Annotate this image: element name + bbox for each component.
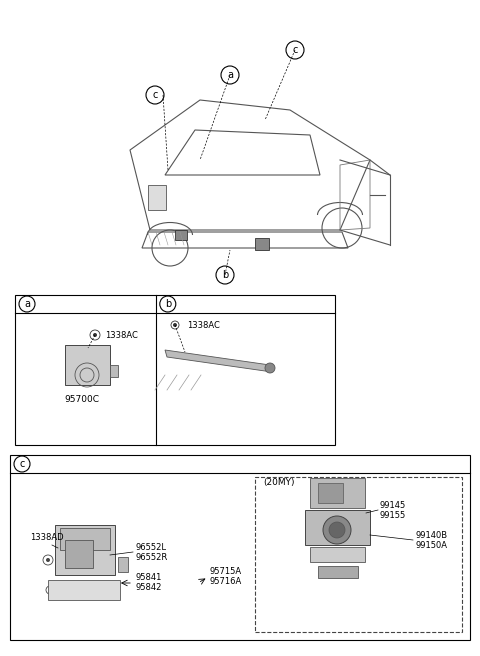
Text: b: b: [222, 270, 228, 280]
Bar: [10, 455, 470, 640]
Text: 1338AC: 1338AC: [187, 321, 220, 329]
Text: a: a: [227, 70, 233, 80]
Text: c: c: [19, 459, 24, 469]
Text: a: a: [24, 299, 30, 309]
Bar: [318, 566, 358, 578]
Text: 95841: 95841: [135, 573, 161, 583]
Circle shape: [265, 363, 275, 373]
Bar: [175, 230, 187, 240]
Text: (20MY): (20MY): [263, 478, 295, 487]
Circle shape: [173, 323, 177, 327]
Text: 99140B: 99140B: [415, 531, 447, 539]
Bar: [255, 238, 269, 250]
Bar: [55, 525, 115, 575]
Polygon shape: [165, 350, 272, 372]
Text: 95715A: 95715A: [210, 567, 242, 577]
Bar: [305, 510, 370, 545]
Text: 96552L: 96552L: [135, 543, 166, 552]
Text: 99145: 99145: [380, 501, 406, 510]
Text: c: c: [152, 90, 158, 100]
Bar: [310, 478, 365, 508]
Bar: [48, 580, 120, 600]
Bar: [65, 540, 93, 568]
Bar: [118, 557, 128, 572]
Circle shape: [323, 516, 351, 544]
Text: 1338AD: 1338AD: [30, 533, 64, 543]
Bar: [255, 477, 462, 632]
Text: c: c: [292, 45, 298, 55]
Text: 1338AC: 1338AC: [105, 331, 138, 340]
Circle shape: [46, 558, 50, 562]
Bar: [65, 345, 110, 385]
Text: 95700C: 95700C: [64, 396, 99, 405]
Text: 99155: 99155: [380, 512, 406, 520]
Bar: [110, 365, 118, 377]
Circle shape: [93, 333, 97, 337]
Bar: [15, 295, 335, 445]
Text: 95716A: 95716A: [210, 577, 242, 586]
Bar: [60, 528, 110, 550]
Bar: [148, 185, 166, 210]
Bar: [310, 547, 365, 562]
Text: 96552R: 96552R: [135, 554, 167, 562]
Text: b: b: [165, 299, 171, 309]
Text: 95842: 95842: [135, 583, 161, 592]
Bar: [318, 483, 343, 503]
Circle shape: [329, 522, 345, 538]
Text: 99150A: 99150A: [415, 541, 447, 550]
